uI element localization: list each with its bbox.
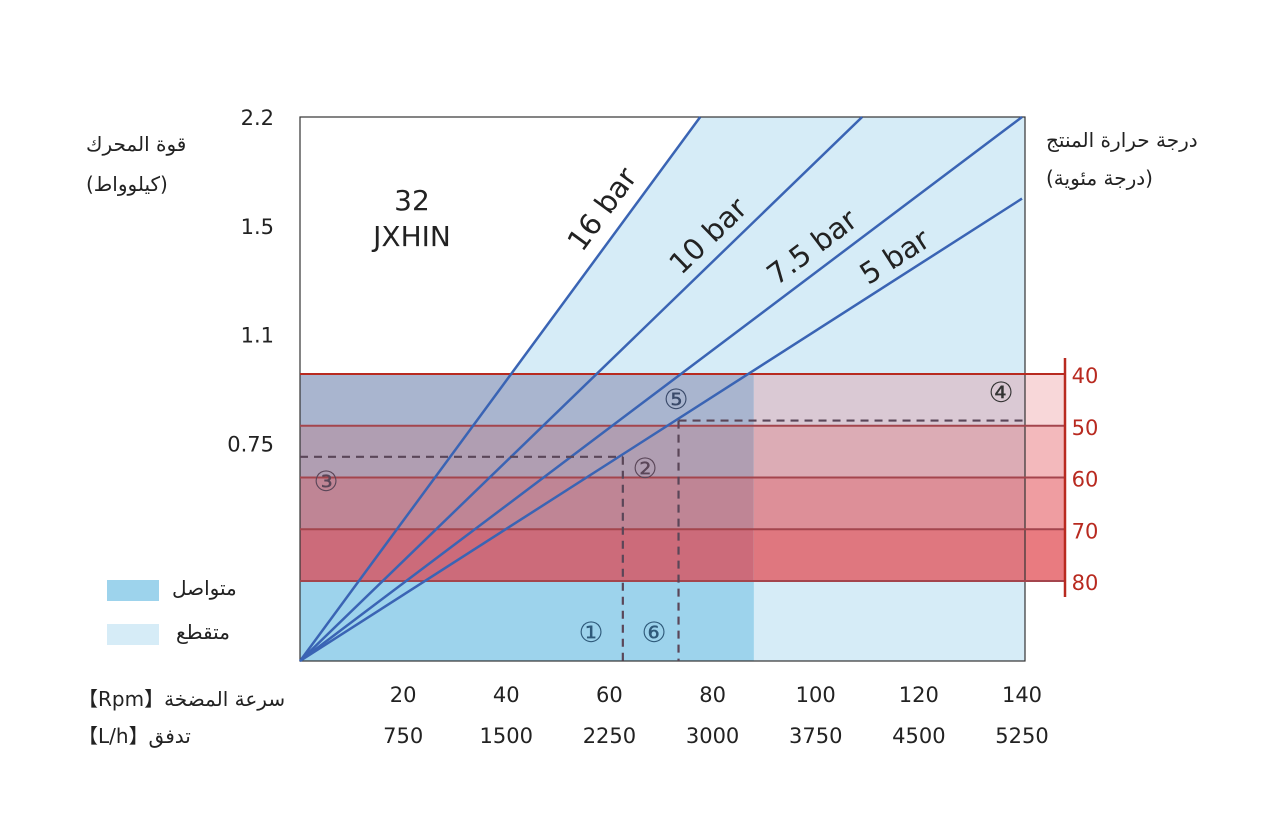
flow-tick-label: 2250 [583,724,636,748]
continuous-region [300,581,754,661]
legend-label-intermittent: متقطع [176,620,230,644]
circled-marker-1: ① [578,616,603,649]
x-label-flow: تدفق【L/h】 [78,724,191,748]
legend-label-continuous: متواصل [172,576,237,600]
x-label-rpm: سرعة المضخة【Rpm】 [78,687,286,711]
temperature-band [753,529,1025,581]
temperature-tick-label: 60 [1072,468,1099,492]
temperature-tick-label: 40 [1072,364,1099,388]
legend-swatch-intermittent [107,624,159,645]
temperature-band [300,477,754,530]
temperature-band [300,529,754,581]
chart-title-line-1: 32 [394,184,430,217]
circled-marker-4: ④ [988,376,1013,409]
plot-frame [299,116,1026,662]
power-tick-label: 2.2 [241,106,274,130]
temperature-band [300,425,754,478]
legend-swatch-continuous [107,580,159,601]
circled-marker-2: ② [632,452,657,485]
y-left-label-1: قوة المحرك [86,132,187,156]
circled-marker-6: ⑥ [641,616,666,649]
rpm-tick-label: 20 [390,683,417,707]
rpm-tick-label: 60 [596,683,623,707]
pressure-line [298,116,702,662]
power-tick-label: 0.75 [227,432,274,456]
temperature-band [753,425,1025,478]
circled-marker-5: ⑤ [663,383,688,416]
flow-tick-label: 3750 [789,724,842,748]
flow-tick-label: 1500 [480,724,533,748]
rpm-tick-label: 80 [699,683,726,707]
flow-tick-label: 4500 [892,724,945,748]
y-right-label-2: (درجة مئوية) [1046,166,1153,190]
temperature-band [1025,425,1065,478]
pressure-line [299,116,863,662]
temperature-band [300,374,754,426]
rpm-tick-label: 120 [899,683,939,707]
rpm-tick-label: 140 [1002,683,1042,707]
y-left-label-2: (كيلوواط) [86,172,168,196]
flow-tick-label: 3000 [686,724,739,748]
temperature-tick-label: 70 [1072,519,1099,543]
flow-tick-label: 750 [383,724,423,748]
temperature-tick-label: 50 [1072,416,1099,440]
flow-tick-label: 5250 [995,724,1048,748]
rpm-tick-label: 40 [493,683,520,707]
temperature-band [753,477,1025,530]
circled-marker-3: ③ [313,465,338,498]
temperature-band [1025,529,1065,581]
temperature-tick-label: 80 [1072,571,1099,595]
power-tick-label: 1.1 [241,324,274,348]
pressure-line [299,197,1023,663]
power-tick-label: 1.5 [241,215,274,239]
temperature-band [1025,477,1065,530]
temperature-band [1025,374,1065,426]
chart-title-line-2: JXHIN [371,220,451,253]
pressure-line [299,116,1023,662]
rpm-tick-label: 100 [796,683,836,707]
temperature-band [753,374,1025,426]
y-right-label-1: درجة حرارة المنتج [1046,128,1198,152]
